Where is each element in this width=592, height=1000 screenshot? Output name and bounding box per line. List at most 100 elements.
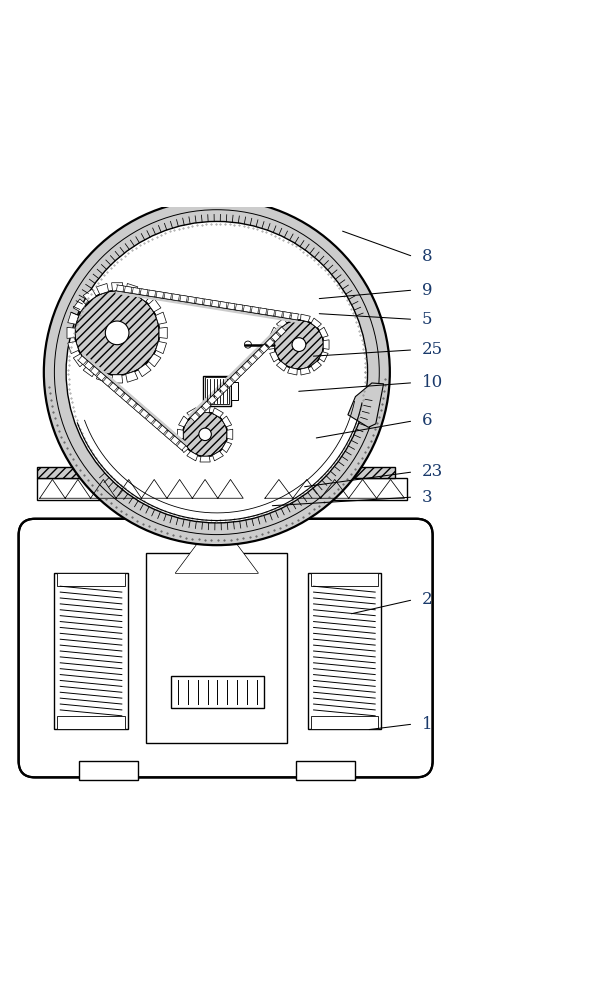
- Polygon shape: [146, 415, 155, 423]
- Polygon shape: [208, 396, 217, 404]
- Bar: [231, 382, 238, 400]
- Polygon shape: [270, 352, 279, 362]
- Polygon shape: [112, 375, 123, 383]
- Polygon shape: [288, 314, 297, 322]
- Polygon shape: [127, 399, 136, 407]
- Polygon shape: [159, 425, 167, 434]
- Polygon shape: [149, 354, 161, 367]
- Circle shape: [274, 320, 324, 369]
- Polygon shape: [319, 352, 328, 362]
- Polygon shape: [140, 289, 147, 296]
- Polygon shape: [271, 333, 280, 342]
- Bar: [174, 472, 260, 511]
- Bar: [57, 573, 125, 586]
- Polygon shape: [227, 303, 235, 310]
- Polygon shape: [85, 361, 93, 370]
- Polygon shape: [152, 420, 161, 429]
- Polygon shape: [188, 296, 195, 303]
- Polygon shape: [311, 318, 321, 328]
- Bar: [204, 377, 230, 535]
- Polygon shape: [96, 371, 108, 382]
- Polygon shape: [276, 361, 287, 371]
- Polygon shape: [237, 367, 246, 376]
- Polygon shape: [231, 373, 240, 382]
- Polygon shape: [200, 407, 210, 412]
- Text: 8: 8: [422, 248, 433, 265]
- Polygon shape: [276, 318, 287, 328]
- Polygon shape: [251, 307, 259, 313]
- Polygon shape: [148, 290, 156, 297]
- Polygon shape: [213, 408, 223, 417]
- Circle shape: [244, 341, 252, 348]
- Polygon shape: [227, 429, 233, 439]
- Polygon shape: [323, 340, 329, 349]
- Polygon shape: [197, 407, 205, 416]
- Polygon shape: [178, 429, 183, 439]
- Polygon shape: [319, 327, 328, 338]
- Bar: [146, 553, 287, 743]
- Polygon shape: [164, 293, 172, 299]
- Polygon shape: [265, 338, 274, 347]
- Text: 5: 5: [422, 311, 433, 328]
- Text: 9: 9: [422, 282, 433, 299]
- Bar: [37, 478, 246, 500]
- Polygon shape: [187, 451, 198, 461]
- Polygon shape: [202, 401, 211, 410]
- Polygon shape: [220, 384, 228, 393]
- Polygon shape: [103, 377, 112, 386]
- Circle shape: [66, 221, 368, 523]
- FancyBboxPatch shape: [22, 522, 429, 774]
- Polygon shape: [176, 535, 258, 573]
- Polygon shape: [133, 288, 140, 294]
- Polygon shape: [126, 283, 138, 294]
- Polygon shape: [170, 436, 179, 445]
- Polygon shape: [212, 300, 219, 307]
- Polygon shape: [288, 367, 297, 375]
- Bar: [311, 573, 378, 586]
- Polygon shape: [254, 350, 263, 359]
- Polygon shape: [277, 327, 286, 336]
- Text: 10: 10: [422, 374, 443, 391]
- Polygon shape: [115, 388, 124, 397]
- Polygon shape: [121, 393, 130, 402]
- Bar: [202, 376, 231, 406]
- Circle shape: [292, 338, 306, 351]
- Polygon shape: [220, 302, 227, 308]
- Polygon shape: [179, 442, 188, 453]
- Polygon shape: [259, 308, 266, 315]
- Polygon shape: [177, 441, 186, 450]
- Text: 3: 3: [422, 489, 433, 506]
- Polygon shape: [138, 289, 151, 302]
- Bar: [204, 535, 230, 565]
- Polygon shape: [196, 298, 203, 305]
- Polygon shape: [138, 364, 151, 377]
- Polygon shape: [275, 310, 282, 317]
- Polygon shape: [156, 291, 163, 298]
- Polygon shape: [213, 451, 223, 461]
- Polygon shape: [124, 286, 132, 293]
- Text: 6: 6: [422, 412, 433, 429]
- Bar: [205, 377, 229, 404]
- Circle shape: [105, 321, 129, 345]
- Polygon shape: [83, 364, 96, 377]
- Polygon shape: [140, 409, 149, 418]
- Polygon shape: [191, 413, 200, 422]
- Polygon shape: [236, 304, 243, 311]
- Circle shape: [75, 291, 159, 375]
- Text: 25: 25: [422, 341, 443, 358]
- Polygon shape: [109, 383, 118, 391]
- Polygon shape: [260, 344, 269, 353]
- Polygon shape: [165, 431, 173, 439]
- Polygon shape: [200, 456, 210, 462]
- Polygon shape: [96, 283, 108, 294]
- Polygon shape: [67, 341, 79, 354]
- Polygon shape: [348, 383, 384, 427]
- Polygon shape: [291, 313, 298, 320]
- Polygon shape: [204, 299, 211, 306]
- Bar: [171, 676, 264, 708]
- Polygon shape: [156, 341, 166, 354]
- Polygon shape: [172, 294, 179, 301]
- Polygon shape: [214, 390, 223, 399]
- FancyBboxPatch shape: [18, 519, 433, 777]
- Polygon shape: [83, 289, 96, 302]
